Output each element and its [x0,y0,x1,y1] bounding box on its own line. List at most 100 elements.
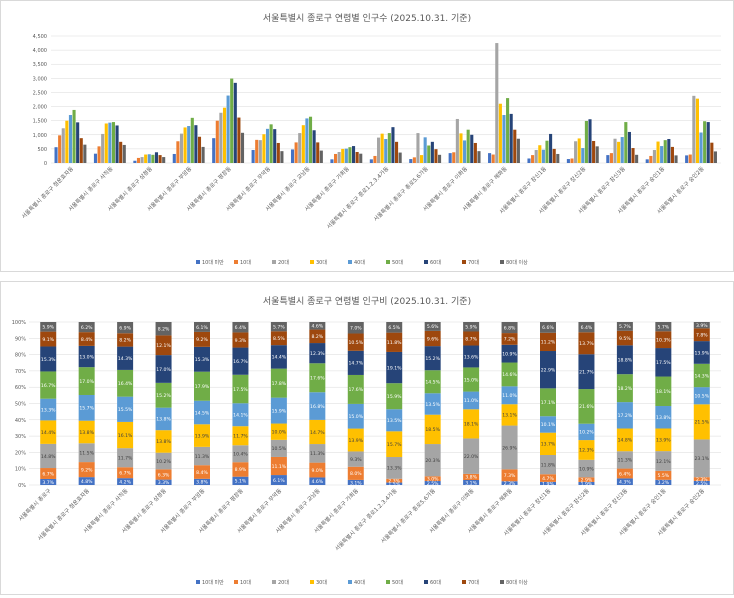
segment-12-1 [501,469,518,482]
bar-1-2 [101,133,105,163]
bar-14-3 [617,141,621,163]
data-label-13-6: 22.9% [541,367,556,373]
bar-7-3 [341,148,345,163]
data-label-12-4: 11.0% [502,393,517,399]
bar-2-4 [147,154,151,163]
segment-13-3 [540,432,556,456]
segment-13-6 [540,351,556,389]
segment-0-2 [40,443,57,469]
data-label-0-8: 5.9% [42,325,54,331]
bar-12-2 [534,150,538,163]
legend-label-5: 50대 [392,579,403,586]
segment-13-0 [540,481,556,485]
data-label-11-8: 5.9% [465,325,477,331]
bar-5-6 [273,129,277,163]
legend-swatch-8 [500,260,504,264]
bar-12-1 [531,155,535,163]
segment-16-8 [655,322,672,332]
segment-6-0 [270,475,287,485]
legend-swatch-2 [272,580,276,584]
data-label-13-1: 4.7% [542,476,554,482]
data-label-9-8: 6.5% [388,325,400,331]
y-tick-label-0: 0 [44,161,47,167]
bar-2-7 [158,155,162,163]
segment-5-8 [232,322,249,333]
bar-15-7 [670,146,674,163]
bar-14-7 [631,148,635,163]
data-label-0-5: 16.7% [41,383,56,389]
legend-label-3: 30대 [316,259,327,266]
bar-12-3 [538,145,542,163]
data-label-17-1: 2.3% [696,477,708,483]
data-label-16-8: 5.7% [657,324,669,330]
data-label-2-3: 16.1% [118,433,133,439]
x-tick-label-9: 서울특별시 종로구 종로1.2.3.4가동 [333,487,399,553]
segment-16-4 [655,406,672,429]
bar-8-3 [380,133,384,163]
data-label-16-4: 13.8% [656,415,671,421]
legend-swatch-5 [386,580,390,584]
segment-0-5 [40,371,57,399]
bar-6-3 [301,125,305,163]
y-tick-label-5: 2,500 [33,90,47,96]
segment-7-7 [309,329,326,344]
data-label-15-8: 5.7% [619,324,631,330]
data-label-16-3: 13.9% [656,438,671,444]
segment-13-5 [540,388,556,417]
legend-swatch-2 [272,260,276,264]
data-label-8-1: 8.0% [350,471,362,477]
segment-6-7 [270,331,287,346]
data-label-13-8: 6.6% [542,325,554,331]
bar-9-7 [434,149,438,163]
bar-5-0 [251,150,255,163]
segment-4-3 [194,424,210,447]
bar-4-3 [222,107,227,163]
bar-4-8 [240,132,245,163]
data-label-14-4: 10.2% [579,430,594,436]
bar-6-5 [308,116,313,163]
data-label-15-3: 14.8% [618,438,633,444]
data-label-5-5: 17.5% [233,387,248,393]
data-label-5-3: 11.7% [233,434,248,440]
data-label-11-2: 22.0% [464,454,479,460]
bar-3-2 [179,133,184,163]
segment-5-7 [232,332,249,348]
data-label-13-5: 17.1% [541,400,556,406]
bar-15-1 [649,155,653,163]
bar-16-8 [713,151,717,163]
segment-4-0 [194,478,210,485]
data-label-2-0: 4.2% [119,479,131,485]
data-label-10-6: 15.2% [425,356,440,362]
segment-10-7 [424,330,441,347]
segment-1-2 [78,443,95,463]
segment-14-6 [578,354,595,390]
bar-11-3 [498,103,502,163]
data-label-6-1: 11.1% [272,464,287,470]
bar-10-3 [459,133,463,163]
segment-3-6 [155,355,172,383]
segment-15-3 [616,428,633,452]
bar-13-7 [592,140,596,163]
bar-0-5 [72,109,76,163]
bar-0-6 [76,122,80,163]
bar-6-1 [294,142,298,163]
bar-8-1 [373,155,377,163]
legend-label-5: 50대 [392,259,403,266]
population-ratio-chart-panel[interactable]: 서울특별시 종로구 연령별 인구비 (2025.10.31. 기준) 0% 10% 2… [0,281,734,595]
bar-5-5 [269,124,273,163]
bar-11-0 [488,153,492,163]
bar-2-0 [133,160,137,163]
bar-3-5 [190,117,194,163]
data-label-11-4: 11.0% [464,398,479,404]
segment-10-4 [424,393,441,415]
population-count-chart-panel[interactable]: 서울특별시 종로구 연령별 인구수 (2025.10.31. 기준) 0 500 1,… [0,0,734,272]
bar-14-5 [624,122,628,163]
segment-3-5 [155,382,172,408]
data-label-9-3: 15.7% [387,442,402,448]
bar-11-4 [502,115,506,163]
bar-7-0 [330,159,334,163]
data-label-10-7: 9.6% [427,336,439,342]
x-tick-label-4: 서울특별시 종로구 평창동 [185,165,233,213]
segment-15-8 [616,322,633,331]
data-label-3-8: 8.2% [158,326,170,332]
